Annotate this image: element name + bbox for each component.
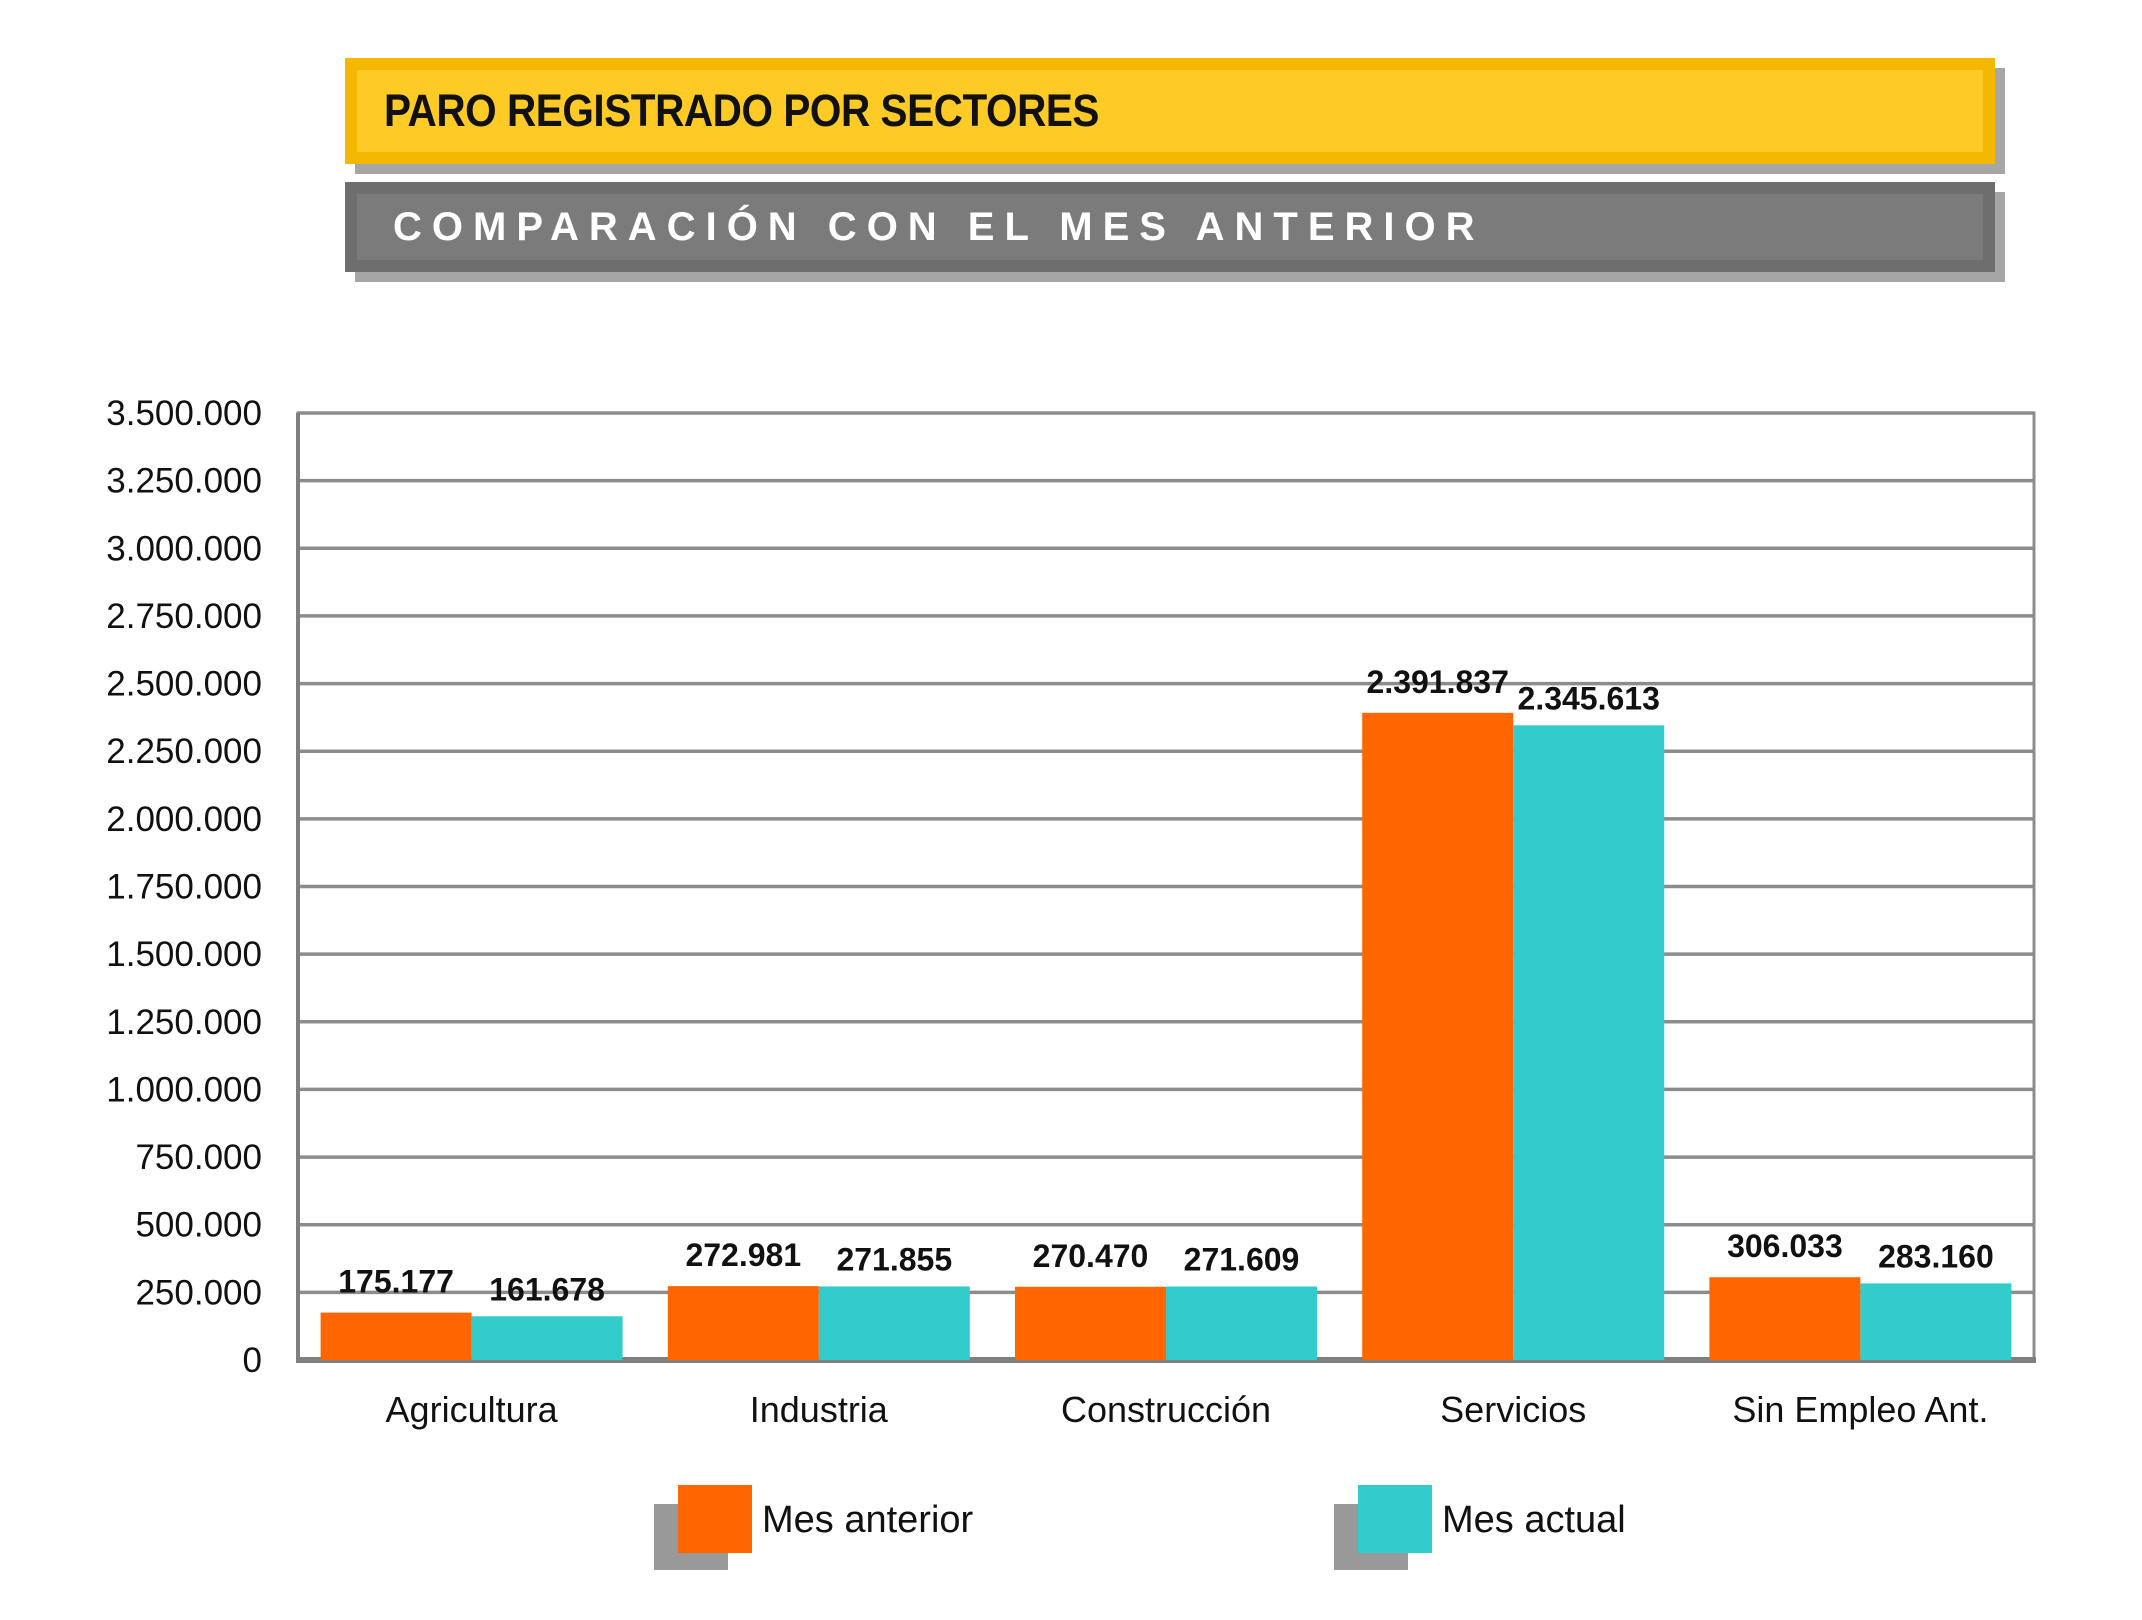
legend-label: Mes actual [1442,1499,1626,1541]
bar-mes-actual [1166,1286,1317,1360]
bar-mes-actual [818,1286,970,1360]
bar-layer [320,712,2012,1360]
x-tick-label: Construcción [1061,1389,1271,1430]
data-label: 272.981 [685,1237,801,1273]
data-label: 306.033 [1727,1228,1843,1264]
chart-subtitle: COMPARACIÓN CON EL MES ANTERIOR [393,204,1485,249]
y-tick-label: 0 [243,1341,262,1380]
bar-mes-anterior [667,1286,819,1360]
bar-mes-anterior [320,1312,472,1360]
y-tick-label: 3.250.000 [106,462,262,501]
data-label: 271.609 [1184,1242,1300,1278]
y-tick-label: 1.250.000 [106,1003,262,1042]
bar-mes-actual [471,1316,623,1360]
data-label: 283.160 [1878,1238,1994,1274]
legend-swatch [678,1485,752,1553]
y-tick-label: 500.000 [135,1206,262,1245]
y-tick-label: 3.500.000 [106,394,262,433]
title-banner-inner: PARO REGISTRADO POR SECTORES [357,70,1983,152]
data-label: 2.391.837 [1367,664,1509,700]
y-tick-label: 2.250.000 [106,732,262,771]
y-tick-label: 3.000.000 [106,529,262,568]
bar-mes-actual [1513,725,1665,1360]
data-label: 2.345.613 [1518,680,1660,716]
label-layer: 175.177 161.678 Agricultura 272.981 271.855 I… [338,664,1993,1430]
y-tick-label: 1.750.000 [106,868,262,907]
bar-mes-anterior [1709,1277,1861,1360]
data-label: 161.678 [489,1271,605,1307]
x-tick-label: Servicios [1440,1389,1586,1430]
chart-title: PARO REGISTRADO POR SECTORES [384,85,1100,136]
legend: Mes anterior Mes actual [654,1485,1626,1570]
data-label: 175.177 [338,1264,454,1300]
bar-mes-anterior [1362,712,1514,1360]
title-banner: PARO REGISTRADO POR SECTORES [345,58,1995,164]
y-tick-label: 750.000 [135,1138,262,1177]
legend-swatch [1358,1485,1432,1553]
bar-mes-anterior [1015,1286,1166,1360]
y-tick-label: 1.500.000 [106,935,262,974]
legend-label: Mes anterior [762,1499,974,1541]
y-tick-label: 250.000 [135,1273,262,1312]
data-label: 271.855 [836,1241,952,1277]
data-label: 270.470 [1033,1238,1149,1274]
bar-mes-actual [1860,1283,2012,1360]
y-tick-label: 2.000.000 [106,800,262,839]
grid-layer: 0 250.000 500.000 750.000 1.000.000 1.250.000… [106,394,2036,1380]
x-tick-label: Sin Empleo Ant. [1732,1389,1988,1430]
y-tick-label: 1.000.000 [106,1070,262,1109]
x-tick-label: Agricultura [386,1389,559,1430]
y-tick-label: 2.750.000 [106,597,262,636]
subtitle-banner: COMPARACIÓN CON EL MES ANTERIOR [345,182,1995,272]
x-tick-label: Industria [750,1389,889,1430]
y-tick-label: 2.500.000 [106,665,262,704]
subtitle-banner-inner: COMPARACIÓN CON EL MES ANTERIOR [357,194,1983,260]
